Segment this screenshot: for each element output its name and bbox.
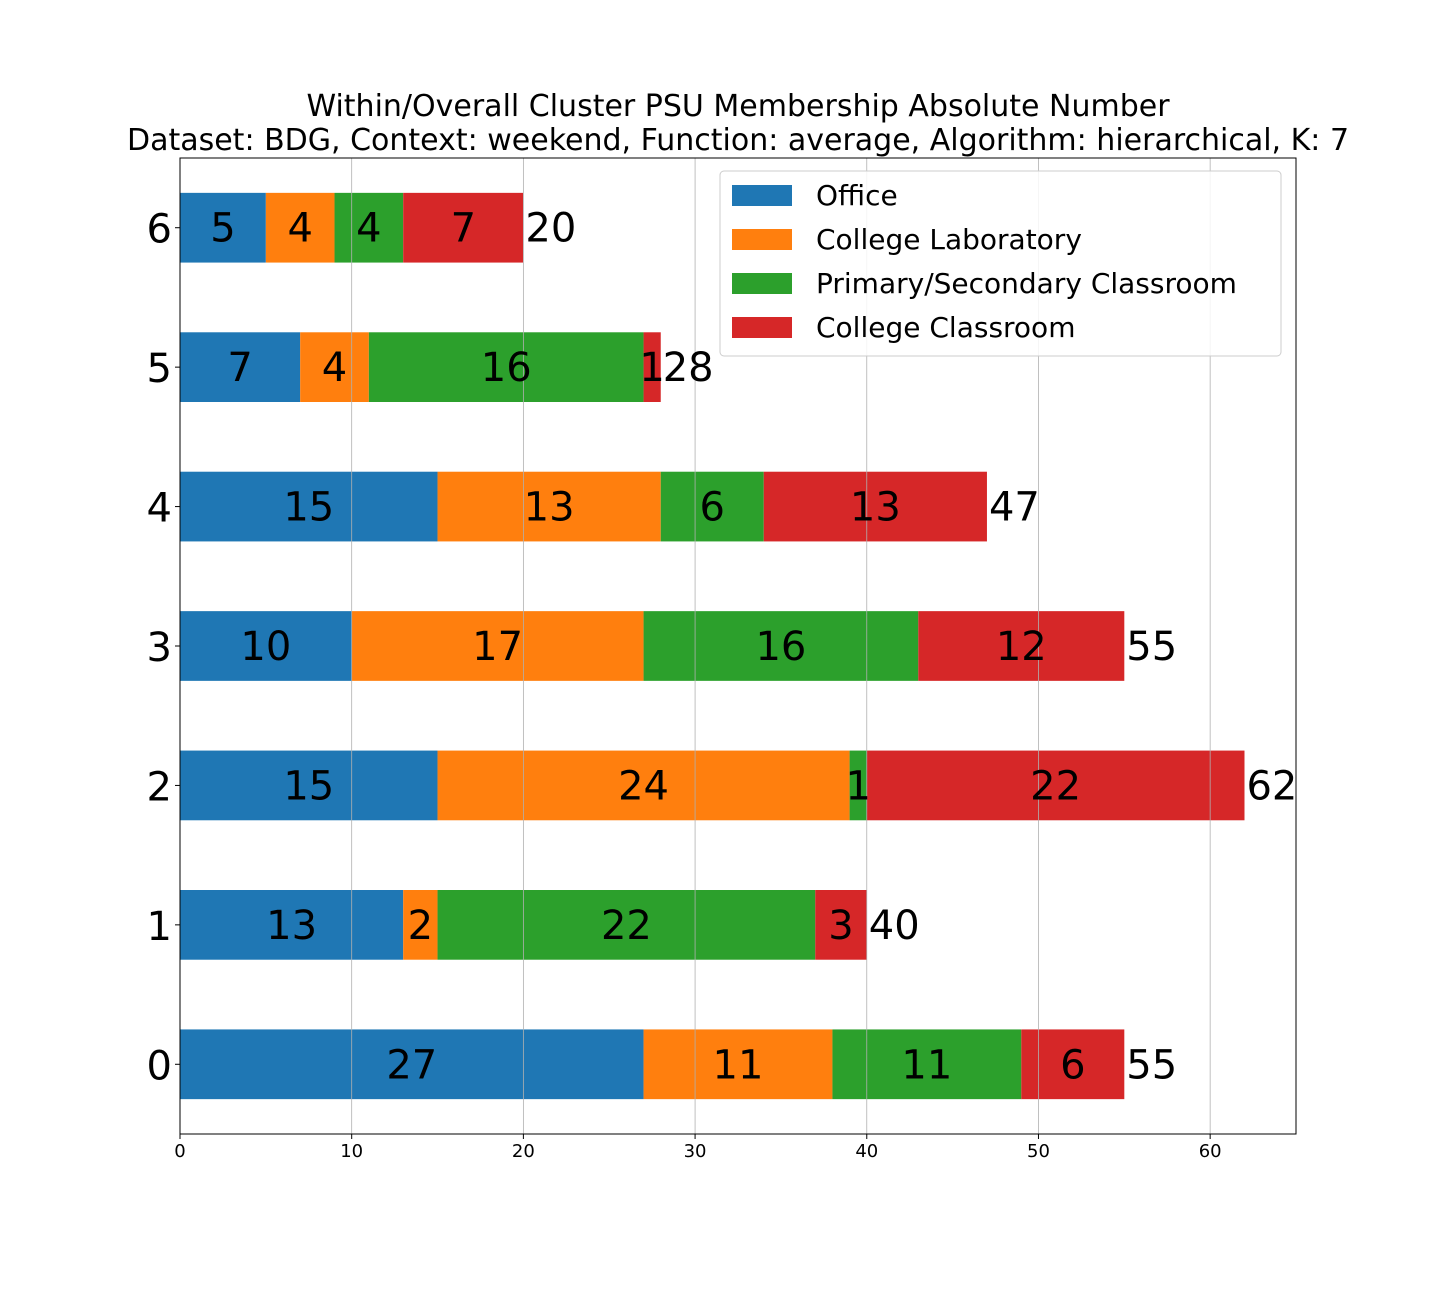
segment-label: 1 [845, 763, 870, 809]
chart-title: Within/Overall Cluster PSU Membership Ab… [306, 89, 1170, 124]
bar-segment-5-0 [180, 332, 301, 402]
legend-swatch [732, 273, 792, 294]
bar-segment-6-2 [334, 192, 404, 263]
segment-label: 13 [524, 485, 575, 531]
bar-segment-2-1 [437, 750, 850, 821]
legend-swatch [732, 317, 792, 338]
bar-segment-6-3 [403, 192, 524, 263]
segment-label: 7 [451, 206, 476, 252]
x-tick-label: 60 [1199, 1141, 1222, 1162]
legend-label: College Laboratory [816, 223, 1082, 256]
segment-label: 4 [356, 206, 381, 252]
y-tick-label: 0 [147, 1043, 172, 1089]
segment-label: 13 [850, 485, 901, 531]
legend-box [719, 170, 1282, 357]
bar-segment-0-1 [643, 1029, 833, 1100]
y-tick-label: 3 [147, 625, 172, 671]
segment-label: 16 [481, 345, 532, 391]
bar-segment-4-2 [660, 471, 764, 542]
bar-segment-4-3 [763, 471, 987, 542]
segment-label: 27 [386, 1042, 437, 1088]
bar-segment-5-2 [368, 332, 644, 402]
plot-frame [179, 157, 1297, 1135]
y-tick-label: 1 [147, 904, 172, 950]
segment-label: 11 [901, 1042, 952, 1088]
y-tick-label: 6 [147, 207, 172, 253]
segment-label: 7 [227, 345, 252, 391]
segment-label: 6 [1060, 1042, 1085, 1088]
legend-label: College Classroom [816, 311, 1075, 344]
x-tick-label: 0 [174, 1141, 185, 1162]
total-label: 20 [525, 206, 576, 252]
segment-label: 4 [287, 206, 312, 252]
segment-label: 5 [210, 206, 235, 252]
bar-segment-3-0 [180, 611, 352, 681]
bar-segment-2-2 [849, 750, 867, 821]
legend-swatch [732, 185, 792, 206]
segment-label: 6 [700, 485, 725, 531]
y-tick-label: 2 [147, 764, 172, 810]
bar-segment-1-1 [403, 890, 438, 960]
x-tick-label: 10 [340, 1141, 363, 1162]
bar-segment-6-1 [265, 192, 335, 263]
bar-segment-2-0 [180, 750, 438, 821]
bar-segment-5-3 [643, 332, 661, 402]
segment-label: 10 [240, 624, 291, 670]
bar-segment-3-2 [643, 611, 919, 681]
segment-label: 3 [828, 903, 853, 949]
bar-segment-3-3 [918, 611, 1125, 681]
total-label: 55 [1126, 624, 1177, 670]
bar-segment-2-3 [866, 750, 1245, 821]
bar-segment-4-1 [437, 471, 661, 542]
segment-label: 16 [755, 624, 806, 670]
x-tick-label: 40 [855, 1141, 878, 1162]
bar-segment-0-0 [180, 1029, 644, 1100]
bar-segment-1-3 [815, 890, 867, 960]
segment-label: 22 [601, 903, 652, 949]
legend-swatch [732, 229, 792, 250]
segment-label: 22 [1030, 763, 1081, 809]
segment-label: 15 [283, 485, 334, 531]
segment-label: 24 [618, 763, 669, 809]
legend-label: Office [816, 179, 898, 212]
x-tick-label: 50 [1027, 1141, 1050, 1162]
segment-label: 12 [996, 624, 1047, 670]
legend: Office College Laboratory Primary/Secondar… [719, 170, 1282, 357]
total-label: 55 [1126, 1042, 1177, 1088]
total-label: 40 [869, 903, 920, 949]
segment-label: 11 [713, 1042, 764, 1088]
legend-label: Primary/Secondary Classroom [816, 267, 1237, 300]
bar-segment-6-0 [180, 192, 266, 263]
segment-label: 2 [408, 903, 433, 949]
bar-segment-5-1 [300, 332, 369, 402]
bar-segment-1-2 [437, 890, 816, 960]
bar-segment-4-0 [180, 471, 438, 542]
segment-label: 13 [266, 903, 317, 949]
total-label: 47 [989, 485, 1040, 531]
x-tick-label: 30 [684, 1141, 707, 1162]
bar-segment-1-0 [180, 890, 404, 960]
bars [180, 192, 1245, 1100]
bar-segment-3-1 [351, 611, 644, 681]
x-tick-label: 20 [512, 1141, 535, 1162]
chart-subtitle: Dataset: BDG, Context: weekend, Function… [127, 123, 1349, 158]
segment-label: 15 [283, 763, 334, 809]
y-tick-label: 4 [147, 486, 172, 532]
y-tick-label: 5 [147, 346, 172, 392]
segment-label: 4 [322, 345, 347, 391]
bar-segment-0-2 [832, 1029, 1022, 1100]
total-label: 62 [1246, 763, 1297, 809]
segment-label: 17 [472, 624, 523, 670]
total-label: 28 [663, 345, 714, 391]
segment-label: 1 [639, 345, 664, 391]
